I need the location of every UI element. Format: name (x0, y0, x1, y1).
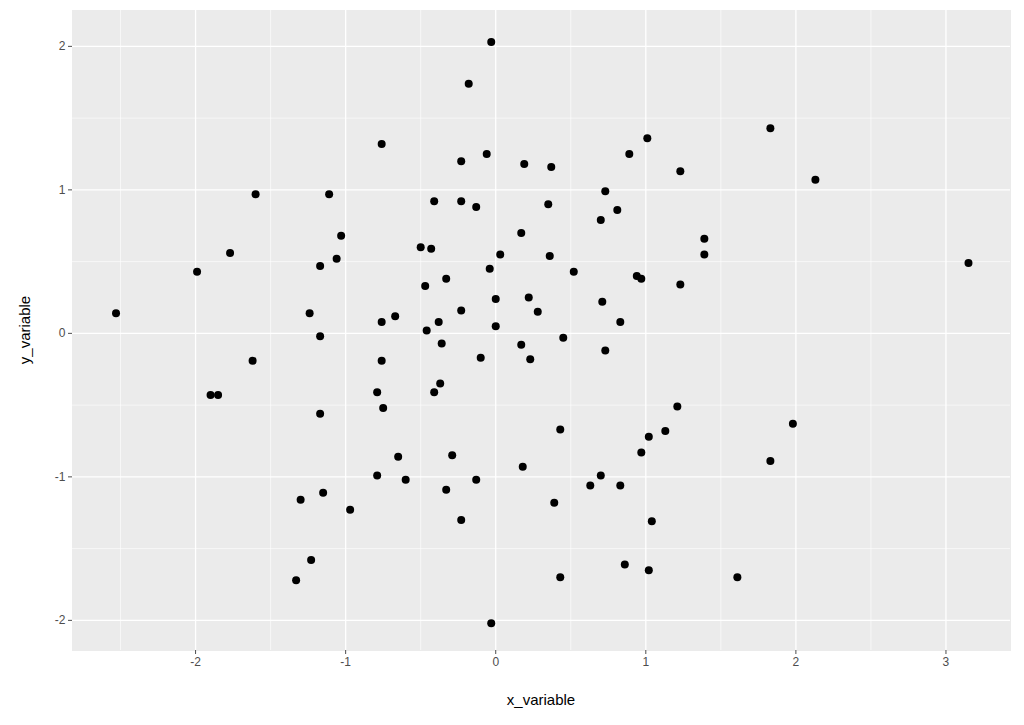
svg-text:0: 0 (59, 326, 66, 340)
svg-text:0: 0 (492, 655, 499, 669)
svg-text:-2: -2 (55, 613, 66, 627)
svg-text:1: 1 (59, 183, 66, 197)
svg-text:-1: -1 (340, 655, 351, 669)
svg-text:y_variable: y_variable (16, 296, 33, 364)
svg-text:x_variable: x_variable (507, 691, 575, 708)
svg-text:2: 2 (59, 39, 66, 53)
svg-text:2: 2 (793, 655, 800, 669)
svg-text:1: 1 (642, 655, 649, 669)
svg-text:-1: -1 (55, 470, 66, 484)
svg-text:3: 3 (943, 655, 950, 669)
svg-text:-2: -2 (190, 655, 201, 669)
